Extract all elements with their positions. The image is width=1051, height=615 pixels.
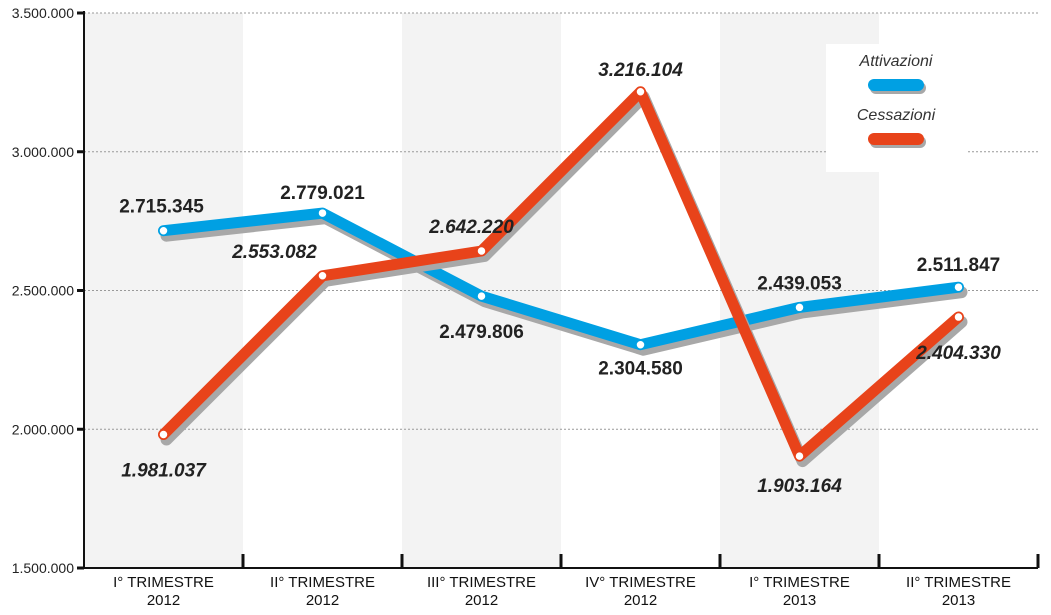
data-label-attivazioni: 2.715.345 (119, 197, 204, 218)
x-tick-label-year: 2012 (147, 592, 180, 609)
legend: Attivazioni Cessazioni (826, 44, 966, 172)
legend-box (826, 44, 966, 172)
x-tick-label-year: 2012 (624, 592, 657, 609)
series-line-cessazioni (158, 86, 964, 462)
data-label-cessazioni: 1.903.164 (757, 476, 842, 497)
y-tick-label: 1.500.000 (12, 560, 74, 576)
data-point-cessazioni (158, 429, 169, 440)
x-tick-label-year: 2013 (942, 592, 975, 609)
y-tick-label: 3.000.000 (12, 144, 74, 160)
data-label-cessazioni: 2.642.220 (428, 217, 514, 238)
data-label-cessazioni: 3.216.104 (598, 60, 683, 81)
x-tick-label: I° TRIMESTRE (749, 574, 850, 591)
x-tick-label-year: 2013 (783, 592, 816, 609)
x-tick-label: III° TRIMESTRE (427, 574, 536, 591)
data-label-cessazioni: 2.404.330 (915, 343, 1001, 364)
data-point-attivazioni (476, 290, 487, 302)
data-point-attivazioni (158, 225, 169, 236)
data-point-cessazioni (635, 86, 646, 98)
gridlines (84, 12, 1038, 430)
series-lines (158, 86, 968, 468)
data-point-attivazioni (794, 302, 805, 313)
data-point-cessazioni (953, 311, 964, 323)
data-point-attivazioni (953, 281, 964, 293)
data-labels: 2.715.345 2.779.021 2.479.806 2.304.580 2.43… (119, 60, 1001, 497)
y-tick-label: 2.500.000 (12, 283, 74, 299)
data-label-attivazioni: 2.479.806 (439, 322, 524, 343)
data-point-cessazioni (317, 270, 328, 282)
x-tick-label: II° TRIMESTRE (270, 574, 375, 591)
series-points (158, 86, 964, 462)
data-label-attivazioni: 2.304.580 (598, 359, 683, 380)
data-label-attivazioni: 2.511.847 (917, 255, 1000, 276)
x-tick-label: I° TRIMESTRE (113, 574, 214, 591)
data-label-attivazioni: 2.439.053 (757, 273, 842, 294)
x-tick-label: IV° TRIMESTRE (585, 574, 696, 591)
series-line-attivazioni (158, 207, 964, 351)
x-tick-label-year: 2012 (465, 592, 498, 609)
x-tick-label-year: 2012 (306, 592, 339, 609)
data-point-cessazioni (794, 450, 805, 462)
data-label-attivazioni: 2.779.021 (280, 183, 365, 204)
data-label-cessazioni: 2.553.082 (231, 242, 317, 263)
series-shadow-cessazioni (160, 90, 968, 468)
data-label-cessazioni: 1.981.037 (121, 461, 207, 482)
legend-label: Attivazioni (859, 53, 933, 70)
legend-label: Cessazioni (857, 107, 936, 124)
data-point-attivazioni (317, 207, 328, 219)
data-point-attivazioni (635, 339, 646, 350)
x-tick-label: II° TRIMESTRE (906, 574, 1011, 591)
y-tick-label: 3.500.000 (12, 5, 74, 21)
y-tick-label: 2.000.000 (12, 421, 74, 437)
data-point-cessazioni (476, 245, 487, 257)
column-band (84, 13, 243, 568)
y-axis-ticks: 1.500.000 2.000.000 2.500.000 3.000.000 3.50… (12, 5, 84, 576)
